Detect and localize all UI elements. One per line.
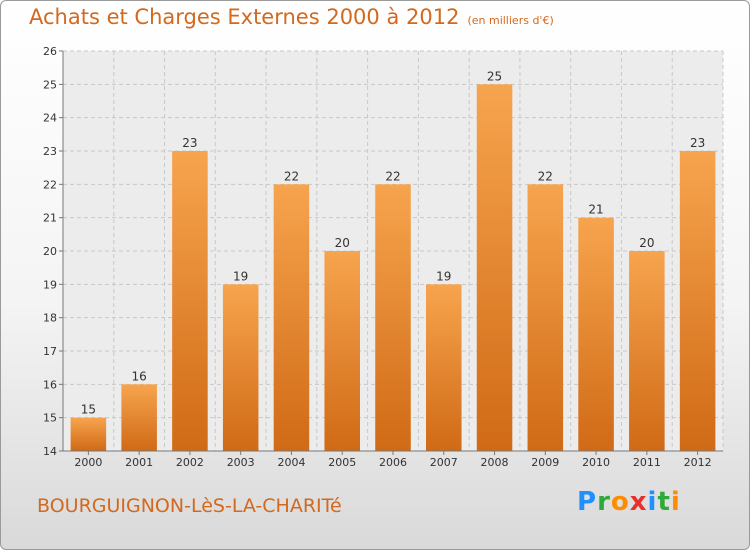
data-label-2009: 22 xyxy=(538,169,553,183)
x-tick-label-2000: 2000 xyxy=(74,456,102,469)
x-tick-label-2008: 2008 xyxy=(481,456,509,469)
x-tick-label-2005: 2005 xyxy=(328,456,356,469)
bar-2010 xyxy=(578,217,614,451)
chart-unit: (en milliers d'€) xyxy=(467,14,554,27)
x-tick-label-2009: 2009 xyxy=(531,456,559,469)
y-tick-label: 14 xyxy=(43,445,57,458)
data-label-2001: 16 xyxy=(132,369,147,383)
y-tick-label: 21 xyxy=(43,212,57,225)
bar-2004 xyxy=(273,184,310,452)
commune-name: BOURGUIGNON-LèS-LA-CHARITé xyxy=(37,495,342,517)
data-label-2003: 19 xyxy=(233,269,248,283)
x-tick-label-2002: 2002 xyxy=(176,456,204,469)
data-label-2007: 19 xyxy=(436,269,451,283)
proxiti-logo: Proxiti xyxy=(577,487,681,517)
data-label-2010: 21 xyxy=(588,203,603,217)
chart-title: Achats et Charges Externes 2000 à 2012 (e… xyxy=(29,5,554,29)
bar-2008 xyxy=(476,84,513,451)
x-tick-label-2007: 2007 xyxy=(430,456,458,469)
x-tick-label-2006: 2006 xyxy=(379,456,407,469)
y-tick-label: 26 xyxy=(43,45,57,58)
bar-2001 xyxy=(121,384,157,451)
bar-2002 xyxy=(172,151,208,451)
bar-2003 xyxy=(222,284,259,451)
data-label-2012: 23 xyxy=(690,136,705,150)
y-tick-label: 23 xyxy=(43,145,57,158)
y-tick-label: 17 xyxy=(43,345,57,358)
x-tick-label-2004: 2004 xyxy=(277,456,305,469)
y-tick-label: 25 xyxy=(43,78,57,91)
data-label-2004: 22 xyxy=(284,169,299,183)
x-tick-label-2012: 2012 xyxy=(684,456,712,469)
y-tick-label: 18 xyxy=(43,312,57,325)
y-tick-label: 19 xyxy=(43,278,57,291)
y-tick-label: 16 xyxy=(43,378,57,391)
x-tick-label-2010: 2010 xyxy=(582,456,610,469)
bar-2009 xyxy=(527,184,564,452)
data-label-2011: 20 xyxy=(639,236,654,250)
data-label-2002: 23 xyxy=(182,136,197,150)
x-tick-label-2001: 2001 xyxy=(125,456,153,469)
bar-2011 xyxy=(629,251,665,451)
data-label-2000: 15 xyxy=(81,403,96,417)
bar-2000 xyxy=(70,417,107,451)
bar-2007 xyxy=(426,284,462,451)
data-label-2005: 20 xyxy=(335,236,350,250)
bar-2012 xyxy=(679,151,716,451)
y-tick-label: 20 xyxy=(43,245,57,258)
data-label-2008: 25 xyxy=(487,69,502,83)
bar-2005 xyxy=(324,251,360,451)
y-tick-label: 15 xyxy=(43,412,57,425)
x-tick-label-2003: 2003 xyxy=(227,456,255,469)
x-tick-label-2011: 2011 xyxy=(633,456,661,469)
data-label-2006: 22 xyxy=(385,169,400,183)
y-tick-label: 22 xyxy=(43,178,57,191)
bar-2006 xyxy=(375,184,411,452)
y-tick-label: 24 xyxy=(43,112,57,125)
